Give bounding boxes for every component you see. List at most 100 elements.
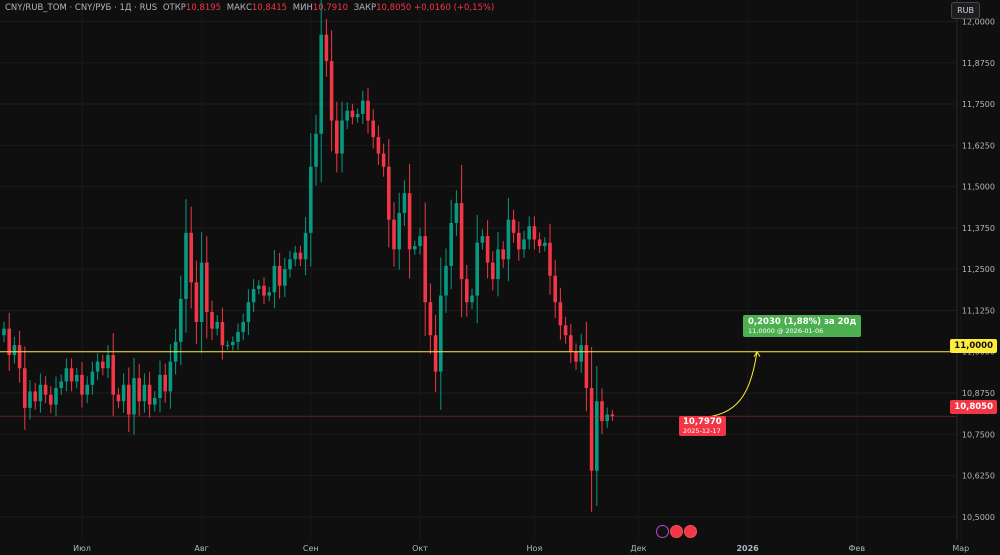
close-label: ЗАКР (353, 3, 377, 13)
candle (532, 216, 537, 250)
candle (423, 202, 427, 336)
candle (418, 227, 422, 255)
candle-body (413, 246, 417, 250)
candle (277, 252, 282, 299)
candle-body (423, 236, 427, 303)
candle (444, 248, 448, 313)
candle (303, 216, 308, 276)
candle-body (184, 232, 188, 299)
candle (485, 220, 490, 279)
candle (80, 361, 84, 408)
candle-body (225, 345, 230, 347)
event-marker-icon[interactable] (670, 525, 683, 538)
candle (459, 164, 464, 318)
high-label: МАКС (226, 3, 252, 13)
candle-body (376, 137, 381, 154)
candle-body (111, 355, 115, 395)
candle (465, 264, 469, 317)
candle (210, 300, 214, 341)
candle-body (605, 414, 609, 422)
candle (163, 363, 167, 403)
time-axis[interactable]: Июл Авг Сен Окт Ноя Дек 2026 Фев Мар (73, 544, 969, 553)
candle-body (480, 236, 485, 243)
candle (272, 250, 277, 309)
candle (12, 336, 17, 364)
candle (361, 90, 365, 124)
y-tick-label: 10,5000 (962, 513, 995, 522)
candle-body (532, 226, 537, 240)
candle (28, 379, 32, 420)
event-markers[interactable] (656, 523, 698, 542)
candle (522, 231, 526, 258)
last-price-tag: 10,8050 (950, 400, 997, 414)
grid (0, 20, 957, 518)
candle-body (475, 242, 479, 296)
candle-body (366, 100, 370, 121)
candle-body (298, 252, 303, 260)
currency-button[interactable]: RUB (951, 2, 980, 19)
candle (54, 376, 58, 416)
candle-body (137, 378, 141, 402)
candle-body (251, 288, 256, 303)
x-tick-label: Ноя (527, 544, 543, 553)
candle-body (361, 100, 365, 114)
candle-body (501, 249, 505, 260)
candle-body (569, 335, 573, 352)
candle-body (257, 285, 261, 289)
candle-body (548, 242, 552, 276)
candle (475, 215, 479, 324)
candle-body (543, 242, 547, 247)
candle (329, 30, 334, 152)
event-marker-icon[interactable] (684, 525, 697, 538)
candle (241, 313, 245, 341)
candle-body (90, 371, 95, 385)
candle-body (2, 328, 6, 336)
candle-body (215, 322, 219, 329)
candle (381, 143, 386, 177)
candle (64, 358, 69, 392)
candle-body (189, 232, 193, 283)
candle (454, 190, 459, 236)
candle (537, 232, 542, 253)
candle (132, 357, 136, 435)
symbol-name: CNY/RUB_TOM · CNY/РУБ · 1Д · RUS (5, 3, 158, 13)
candle-body (101, 361, 105, 369)
candle-body (563, 325, 568, 336)
candle (127, 367, 131, 432)
candle (257, 280, 261, 295)
candle-body (210, 312, 214, 329)
candle (267, 286, 271, 302)
candle-body (220, 322, 225, 346)
candle-body (439, 295, 443, 372)
candle (236, 323, 240, 351)
x-tick-label: Окт (412, 544, 428, 553)
candle-body (335, 120, 339, 154)
candle-body (428, 302, 433, 336)
candle-body (402, 193, 407, 214)
candle (376, 125, 381, 165)
candle (49, 386, 53, 414)
candle-body (75, 374, 79, 382)
event-marker-icon[interactable] (656, 525, 669, 538)
candle (142, 373, 147, 413)
candle-body (371, 120, 375, 138)
candle-body (470, 295, 474, 303)
candle (106, 345, 110, 379)
price-axis[interactable]: 12,0000 11,8750 11,7500 11,6250 11,5000 11,37… (962, 17, 995, 521)
y-tick-label: 11,8750 (962, 59, 995, 68)
candle-body (303, 232, 308, 260)
candle-body (444, 265, 448, 296)
candle-body (147, 384, 152, 405)
candle-body (610, 414, 615, 417)
candle (90, 361, 95, 395)
candle-body (319, 34, 323, 134)
candle-body (262, 285, 266, 296)
candle (569, 323, 573, 364)
candle (7, 312, 11, 371)
candle-body (527, 226, 531, 240)
candle (2, 321, 6, 343)
candle-body (407, 193, 412, 250)
candle (548, 223, 552, 295)
candle (449, 199, 453, 290)
